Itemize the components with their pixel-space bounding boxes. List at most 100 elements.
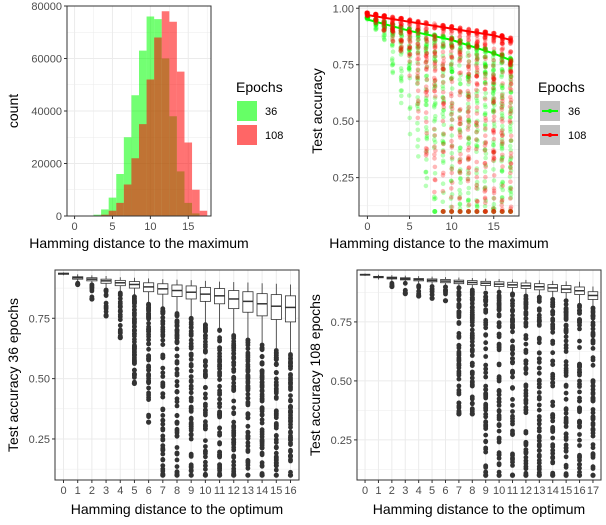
box36-outlier	[160, 433, 166, 439]
box36-outlier	[259, 450, 265, 456]
box36-xtick-label: 3	[103, 485, 109, 497]
scatter-point-floor	[482, 209, 488, 214]
box36-outlier	[288, 435, 293, 441]
scatter-point	[491, 143, 496, 148]
scatter-point	[475, 186, 480, 192]
scatter-point	[499, 94, 505, 99]
box108-outlier	[577, 345, 582, 350]
scatter-point	[499, 59, 505, 65]
scatter-point	[491, 139, 496, 145]
box108-outlier-min	[536, 472, 542, 478]
scatter-point	[499, 182, 504, 187]
scatter-point	[415, 56, 420, 62]
box36-outlier	[160, 352, 166, 358]
scatter-point	[424, 51, 429, 56]
box108-outlier	[577, 424, 582, 430]
scatter-point	[440, 69, 446, 75]
box108-outlier	[523, 370, 529, 376]
box36-outlier	[288, 414, 293, 420]
box36-outlier	[273, 433, 279, 438]
box36-outlier	[273, 355, 279, 361]
box36-outlier	[117, 296, 123, 301]
scatter-point	[432, 54, 437, 60]
scatter-point	[449, 170, 455, 176]
scatter-point	[508, 114, 513, 120]
box36-outlier	[188, 395, 194, 401]
scatter-point	[482, 161, 488, 166]
box108-outlier	[577, 307, 582, 313]
box36-outlier	[132, 311, 137, 317]
box36-outlier	[217, 432, 223, 437]
box36-outlier	[288, 447, 293, 453]
scatter-point	[373, 27, 378, 33]
scatter-point	[482, 61, 488, 67]
box108-xtick-label: 10	[493, 485, 505, 497]
scatter-point	[466, 118, 472, 124]
scatter-point	[398, 47, 404, 52]
scatter-point	[507, 159, 513, 165]
box108-outlier	[469, 339, 475, 344]
box108-outlier	[590, 420, 596, 426]
scatter-point	[398, 100, 404, 106]
box108-outlier	[523, 300, 529, 306]
box36-outlier	[217, 396, 223, 402]
hist-legend: Epochs 36 108	[236, 79, 283, 145]
scatter-point	[483, 133, 488, 138]
hist-bar-108	[131, 158, 139, 216]
box108-xtick-label: 1	[375, 485, 381, 497]
box36-xtick-label: 11	[214, 485, 225, 497]
scatter-point	[508, 87, 514, 93]
scatter-point	[381, 28, 387, 33]
scatter-point	[466, 117, 471, 123]
scatter-point	[457, 187, 462, 193]
box108-outlier	[496, 389, 502, 394]
scatter-point	[483, 174, 488, 180]
hist-bar-36	[131, 95, 139, 216]
scatter-point	[398, 75, 404, 81]
box36-outlier-min	[75, 281, 81, 288]
scatter-point	[457, 92, 463, 98]
scatter-point	[432, 57, 437, 62]
box36-outlier	[217, 383, 223, 389]
box108-outlier	[550, 322, 556, 327]
scatter-point	[449, 117, 455, 122]
hist-bar-108	[101, 214, 109, 216]
scatter-point	[423, 98, 429, 104]
scatter-point	[483, 63, 489, 68]
scatter-point	[406, 43, 412, 48]
scatter-ytick-label: 0.50	[333, 116, 354, 128]
box36-outlier	[259, 388, 265, 394]
box36-outlier	[174, 335, 180, 341]
scatter-point	[449, 44, 455, 49]
scatter-point	[448, 112, 454, 117]
scatter-point	[508, 90, 514, 95]
scatter-point	[491, 67, 496, 73]
scatter-point	[457, 128, 463, 133]
scatter-point	[440, 181, 446, 186]
scatter-point	[398, 45, 403, 51]
box108-outlier	[536, 335, 542, 341]
scatter-point-floor	[440, 209, 446, 214]
box108-outlier	[510, 397, 515, 402]
box36-outlier	[160, 413, 166, 418]
scatter-point	[424, 131, 430, 136]
box108-outlier	[443, 289, 448, 295]
hist-ytick-label: 40000	[31, 106, 62, 118]
box108-outlier	[536, 390, 542, 395]
scatter-point	[416, 37, 421, 42]
scatter-point	[508, 61, 514, 67]
box108-outlier	[510, 351, 515, 356]
box108-outlier	[483, 322, 489, 328]
scatter-point	[424, 133, 430, 139]
box36-outlier	[217, 453, 223, 459]
scatter-point	[440, 49, 446, 55]
box108-outlier	[523, 450, 529, 456]
scatter-point	[373, 23, 378, 28]
box108-xtick-label: 0	[362, 485, 368, 497]
scatter-point	[407, 115, 413, 121]
scatter-point	[440, 86, 446, 92]
scatter-point	[407, 59, 412, 64]
scatter-point	[440, 53, 446, 59]
box108-outlier	[510, 338, 515, 344]
scatter-point	[406, 93, 412, 98]
